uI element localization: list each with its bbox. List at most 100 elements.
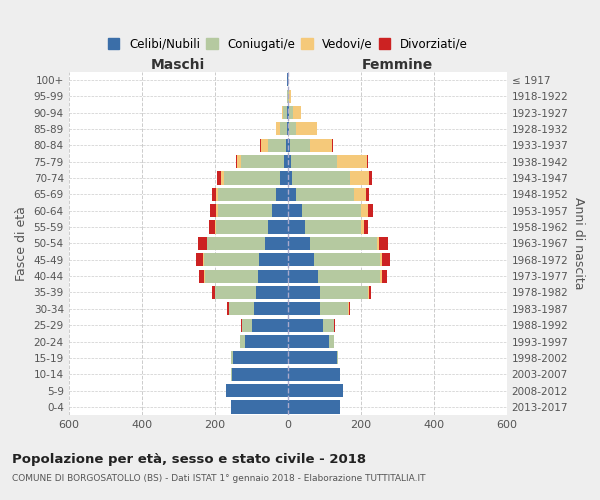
Bar	[208, 237, 265, 250]
Bar	[212, 188, 216, 201]
Bar	[334, 318, 335, 332]
Bar	[310, 138, 332, 152]
Bar	[283, 106, 287, 119]
Y-axis label: Anni di nascita: Anni di nascita	[572, 197, 585, 290]
Bar	[287, 400, 340, 413]
Text: Popolazione per età, sesso e stato civile - 2018: Popolazione per età, sesso e stato civil…	[12, 452, 366, 466]
Bar	[287, 270, 317, 282]
Bar	[337, 155, 367, 168]
Bar	[361, 220, 364, 234]
Bar	[287, 253, 314, 266]
Bar	[268, 138, 286, 152]
Bar	[236, 155, 238, 168]
Bar	[218, 188, 276, 201]
Bar	[332, 138, 333, 152]
Bar	[241, 318, 242, 332]
Bar	[290, 138, 310, 152]
Bar	[337, 352, 338, 364]
Bar	[215, 220, 216, 234]
Bar	[287, 352, 337, 364]
Bar	[286, 138, 287, 152]
Bar	[203, 253, 204, 266]
Bar	[369, 172, 371, 184]
Bar	[280, 122, 287, 136]
Bar	[216, 188, 218, 201]
Bar	[367, 155, 368, 168]
Bar	[287, 286, 320, 299]
Bar	[305, 220, 361, 234]
Bar	[379, 237, 388, 250]
Bar	[204, 253, 259, 266]
Bar	[287, 220, 305, 234]
Bar	[287, 318, 323, 332]
Bar	[288, 90, 289, 102]
Bar	[293, 106, 301, 119]
Bar	[252, 318, 287, 332]
Bar	[320, 302, 348, 316]
Bar	[364, 220, 368, 234]
Bar	[361, 204, 368, 217]
Bar	[265, 237, 287, 250]
Bar	[277, 122, 280, 136]
Bar	[320, 286, 368, 299]
Bar	[289, 90, 291, 102]
Text: Femmine: Femmine	[362, 58, 433, 71]
Bar	[238, 155, 241, 168]
Text: COMUNE DI BORGOSATOLLO (BS) - Dati ISTAT 1° gennaio 2018 - Elaborazione TUTTITAL: COMUNE DI BORGOSATOLLO (BS) - Dati ISTAT…	[12, 474, 425, 483]
Bar	[287, 122, 289, 136]
Bar	[276, 188, 287, 201]
Bar	[287, 335, 329, 348]
Bar	[354, 188, 366, 201]
Bar	[261, 138, 268, 152]
Bar	[260, 138, 261, 152]
Bar	[350, 172, 369, 184]
Bar	[232, 368, 287, 381]
Bar	[369, 286, 371, 299]
Bar	[368, 204, 373, 217]
Bar	[310, 237, 377, 250]
Bar	[240, 335, 245, 348]
Bar	[209, 220, 215, 234]
Bar	[216, 220, 268, 234]
Bar	[287, 172, 292, 184]
Bar	[329, 335, 334, 348]
Bar	[221, 172, 224, 184]
Bar	[216, 204, 218, 217]
Bar	[197, 237, 206, 250]
Bar	[377, 237, 379, 250]
Bar	[380, 253, 382, 266]
Bar	[348, 302, 349, 316]
Bar	[302, 204, 361, 217]
Bar	[289, 122, 296, 136]
Bar	[272, 204, 287, 217]
Bar	[258, 270, 287, 282]
Bar	[349, 302, 350, 316]
Bar	[206, 237, 208, 250]
Bar	[287, 237, 310, 250]
Bar	[259, 253, 287, 266]
Bar	[366, 188, 369, 201]
Bar	[284, 155, 287, 168]
Bar	[287, 106, 289, 119]
Bar	[242, 318, 252, 332]
Bar	[289, 106, 293, 119]
Bar	[382, 253, 389, 266]
Bar	[287, 384, 343, 397]
Bar	[268, 220, 287, 234]
Bar	[256, 286, 287, 299]
Bar	[282, 106, 283, 119]
Bar	[280, 172, 287, 184]
Bar	[287, 204, 302, 217]
Bar	[212, 286, 215, 299]
Bar	[218, 204, 272, 217]
Bar	[323, 318, 334, 332]
Bar	[287, 188, 296, 201]
Bar	[368, 286, 369, 299]
Text: Maschi: Maschi	[151, 58, 205, 71]
Bar	[296, 188, 354, 201]
Bar	[382, 270, 387, 282]
Bar	[227, 302, 229, 316]
Bar	[215, 286, 256, 299]
Bar	[224, 172, 280, 184]
Bar	[380, 270, 382, 282]
